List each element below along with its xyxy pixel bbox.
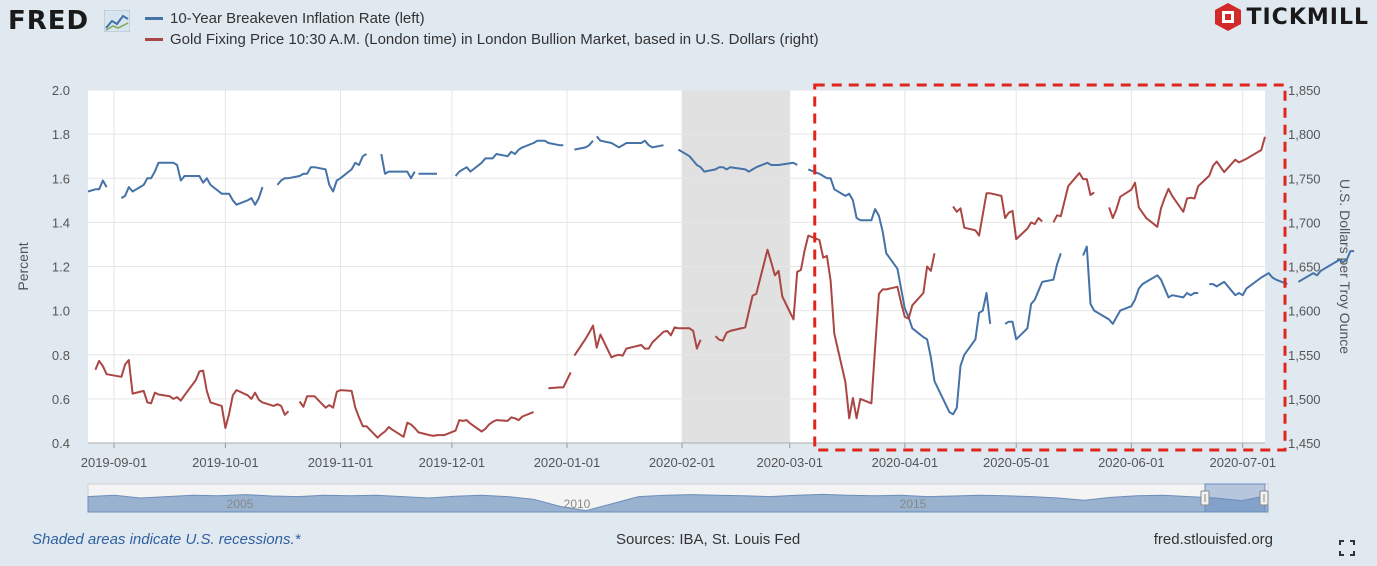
y-tick-right: 1,500 — [1288, 392, 1321, 407]
y-tick-right: 1,450 — [1288, 436, 1321, 451]
x-tick: 2020-04-01 — [872, 455, 939, 470]
fullscreen-icon[interactable] — [1339, 540, 1355, 556]
y-tick-left: 0.8 — [52, 348, 70, 363]
navigator-year: 2010 — [564, 497, 591, 511]
y-tick-left: 1.4 — [52, 215, 70, 230]
navigator-series — [87, 493, 1269, 513]
fred-logo[interactable]: FRED — [8, 6, 90, 36]
y-tick-right: 1,650 — [1288, 260, 1321, 275]
y-tick-left: 1.2 — [52, 260, 70, 275]
y-tick-left: 2.0 — [52, 83, 70, 98]
x-tick: 2020-02-01 — [649, 455, 716, 470]
x-tick: 2020-01-01 — [534, 455, 601, 470]
chart-legend: 10-Year Breakeven Inflation Rate (left) … — [145, 8, 819, 50]
navigator-window[interactable] — [1204, 483, 1266, 513]
legend-item-breakeven[interactable]: 10-Year Breakeven Inflation Rate (left) — [145, 8, 819, 29]
y-tick-right: 1,550 — [1288, 348, 1321, 363]
legend-item-gold[interactable]: Gold Fixing Price 10:30 A.M. (London tim… — [145, 29, 819, 50]
legend-swatch-blue — [145, 17, 163, 20]
site-link[interactable]: fred.stlouisfed.org — [1153, 531, 1273, 548]
legend-label-breakeven: 10-Year Breakeven Inflation Rate (left) — [170, 10, 425, 27]
x-tick: 2020-03-01 — [756, 455, 823, 470]
tickmill-hexagon-icon — [1215, 3, 1242, 31]
sources-text: Sources: IBA, St. Louis Fed — [616, 531, 801, 548]
y-axis-label-right: U.S. Dollars per Troy Ounce — [1337, 179, 1353, 354]
y-tick-left: 1.6 — [52, 171, 70, 186]
legend-swatch-red — [145, 38, 163, 41]
x-tick: 2019-12-01 — [419, 455, 486, 470]
series-line-gold — [94, 136, 1266, 439]
y-tick-right: 1,700 — [1288, 215, 1321, 230]
y-tick-left: 1.8 — [52, 127, 70, 142]
series-line-breakeven — [87, 135, 1355, 416]
y-tick-right: 1,800 — [1288, 127, 1321, 142]
fred-chart-icon — [104, 10, 130, 32]
y-tick-right: 1,850 — [1288, 83, 1321, 98]
x-tick: 2020-07-01 — [1209, 455, 1276, 470]
y-tick-left: 0.6 — [52, 392, 70, 407]
y-tick-left: 0.4 — [52, 436, 70, 451]
legend-label-gold: Gold Fixing Price 10:30 A.M. (London tim… — [170, 31, 819, 48]
x-tick: 2019-11-01 — [308, 455, 374, 470]
recession-note[interactable]: Shaded areas indicate U.S. recessions.* — [32, 531, 301, 548]
x-tick: 2019-10-01 — [192, 455, 259, 470]
x-tick: 2019-09-01 — [81, 455, 148, 470]
highlight-box — [813, 83, 1287, 452]
y-axis-label-left: Percent — [15, 242, 31, 290]
x-tick: 2020-05-01 — [983, 455, 1050, 470]
y-tick-right: 1,600 — [1288, 304, 1321, 319]
y-tick-right: 1,750 — [1288, 171, 1321, 186]
navigator-year: 2005 — [227, 497, 254, 511]
x-tick: 2020-06-01 — [1098, 455, 1165, 470]
header: FRED 10-Year Breakeven Inflation Rate (l… — [0, 0, 1377, 60]
tickmill-wordmark: TICKMILL — [1246, 4, 1369, 30]
navigator-year: 2015 — [900, 497, 927, 511]
y-tick-left: 1.0 — [52, 304, 70, 319]
tickmill-logo: TICKMILL — [1214, 2, 1369, 32]
